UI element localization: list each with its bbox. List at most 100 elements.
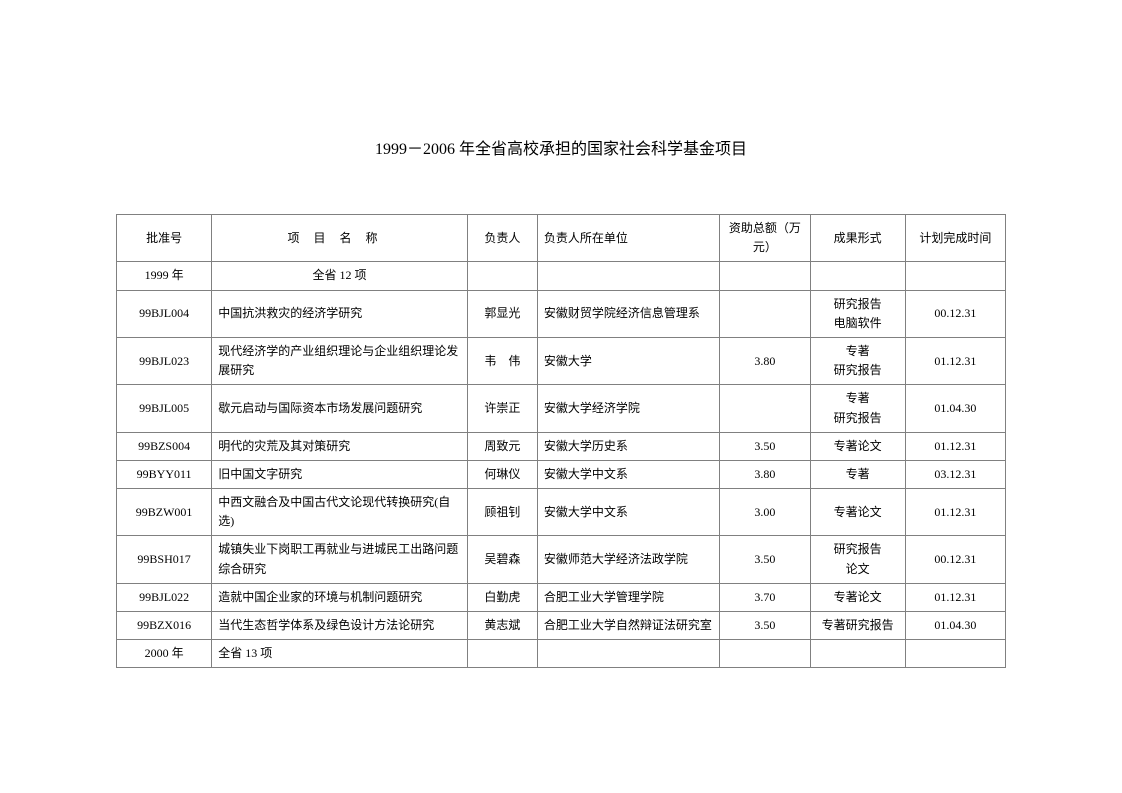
cell-leader: 黄志斌 xyxy=(467,612,537,640)
cell-project: 中西文融合及中国古代文论现代转换研究(自选) xyxy=(212,489,468,536)
table-row: 99BJL023现代经济学的产业组织理论与企业组织理论发展研究韦 伟安徽大学3.… xyxy=(117,337,1006,384)
cell-approval: 99BZW001 xyxy=(117,489,212,536)
cell-unit: 安徽大学 xyxy=(537,337,719,384)
table-row: 99BZW001中西文融合及中国古代文论现代转换研究(自选)顾祖钊安徽大学中文系… xyxy=(117,489,1006,536)
cell-project: 造就中国企业家的环境与机制问题研究 xyxy=(212,583,468,611)
page-title: 1999－2006 年全省高校承担的国家社会科学基金项目 xyxy=(0,135,1122,159)
cell-approval: 99BJL023 xyxy=(117,337,212,384)
cell-approval: 99BJL005 xyxy=(117,385,212,432)
cell-amount xyxy=(720,640,810,668)
cell-unit: 合肥工业大学自然辩证法研究室 xyxy=(537,612,719,640)
cell-project: 明代的灾荒及其对策研究 xyxy=(212,432,468,460)
table-row: 99BZS004明代的灾荒及其对策研究周致元安徽大学历史系3.50专著论文01.… xyxy=(117,432,1006,460)
cell-leader: 韦 伟 xyxy=(467,337,537,384)
cell-date: 00.12.31 xyxy=(905,536,1005,583)
cell-leader xyxy=(467,640,537,668)
cell-form: 专著论文 xyxy=(810,583,905,611)
cell-leader: 许崇正 xyxy=(467,385,537,432)
table-row: 99BSH017城镇失业下岗职工再就业与进城民工出路问题综合研究吴碧森安徽师范大… xyxy=(117,536,1006,583)
cell-amount: 3.00 xyxy=(720,489,810,536)
cell-project: 旧中国文字研究 xyxy=(212,460,468,488)
header-form: 成果形式 xyxy=(810,215,905,262)
table-row: 99BJL022造就中国企业家的环境与机制问题研究白勤虎合肥工业大学管理学院3.… xyxy=(117,583,1006,611)
header-unit: 负责人所在单位 xyxy=(537,215,719,262)
cell-date: 01.04.30 xyxy=(905,612,1005,640)
cell-project: 全省 12 项 xyxy=(212,262,468,290)
cell-form: 研究报告电脑软件 xyxy=(810,290,905,337)
table-container: 批准号 项目名称 负责人 负责人所在单位 资助总额（万元） 成果形式 计划完成时… xyxy=(0,214,1122,668)
header-date: 计划完成时间 xyxy=(905,215,1005,262)
cell-amount: 3.50 xyxy=(720,432,810,460)
cell-approval: 99BSH017 xyxy=(117,536,212,583)
table-row: 2000 年全省 13 项 xyxy=(117,640,1006,668)
cell-approval: 99BJL004 xyxy=(117,290,212,337)
cell-form: 研究报告论文 xyxy=(810,536,905,583)
cell-project: 全省 13 项 xyxy=(212,640,468,668)
table-header: 批准号 项目名称 负责人 负责人所在单位 资助总额（万元） 成果形式 计划完成时… xyxy=(117,215,1006,262)
table-body: 1999 年全省 12 项99BJL004中国抗洪救灾的经济学研究郭显光安徽财贸… xyxy=(117,262,1006,668)
cell-unit xyxy=(537,640,719,668)
cell-date: 01.04.30 xyxy=(905,385,1005,432)
page-container: 1999－2006 年全省高校承担的国家社会科学基金项目 批准号 项目名称 负责… xyxy=(0,0,1122,793)
cell-form: 专著研究报告 xyxy=(810,612,905,640)
cell-leader: 白勤虎 xyxy=(467,583,537,611)
cell-date: 00.12.31 xyxy=(905,290,1005,337)
cell-approval: 99BJL022 xyxy=(117,583,212,611)
header-project: 项目名称 xyxy=(212,215,468,262)
cell-unit: 安徽大学历史系 xyxy=(537,432,719,460)
cell-form xyxy=(810,640,905,668)
cell-amount xyxy=(720,262,810,290)
cell-unit: 安徽财贸学院经济信息管理系 xyxy=(537,290,719,337)
cell-date xyxy=(905,262,1005,290)
cell-amount: 3.80 xyxy=(720,460,810,488)
cell-leader: 顾祖钊 xyxy=(467,489,537,536)
cell-amount: 3.80 xyxy=(720,337,810,384)
cell-project: 歇元启动与国际资本市场发展问题研究 xyxy=(212,385,468,432)
cell-leader: 周致元 xyxy=(467,432,537,460)
cell-form xyxy=(810,262,905,290)
cell-unit xyxy=(537,262,719,290)
cell-project: 城镇失业下岗职工再就业与进城民工出路问题综合研究 xyxy=(212,536,468,583)
table-row: 99BYY011旧中国文字研究何琳仪安徽大学中文系3.80专著03.12.31 xyxy=(117,460,1006,488)
table-row: 99BZX016当代生态哲学体系及绿色设计方法论研究黄志斌合肥工业大学自然辩证法… xyxy=(117,612,1006,640)
projects-table: 批准号 项目名称 负责人 负责人所在单位 资助总额（万元） 成果形式 计划完成时… xyxy=(116,214,1006,668)
cell-unit: 安徽大学中文系 xyxy=(537,460,719,488)
cell-amount: 3.50 xyxy=(720,536,810,583)
cell-approval: 99BYY011 xyxy=(117,460,212,488)
cell-leader xyxy=(467,262,537,290)
cell-leader: 何琳仪 xyxy=(467,460,537,488)
cell-form: 专著 xyxy=(810,460,905,488)
header-leader: 负责人 xyxy=(467,215,537,262)
cell-approval: 99BZX016 xyxy=(117,612,212,640)
cell-form: 专著论文 xyxy=(810,489,905,536)
cell-amount: 3.70 xyxy=(720,583,810,611)
header-amount: 资助总额（万元） xyxy=(720,215,810,262)
cell-date: 03.12.31 xyxy=(905,460,1005,488)
cell-project: 当代生态哲学体系及绿色设计方法论研究 xyxy=(212,612,468,640)
cell-amount xyxy=(720,385,810,432)
cell-date: 01.12.31 xyxy=(905,432,1005,460)
cell-unit: 安徽大学经济学院 xyxy=(537,385,719,432)
cell-leader: 郭显光 xyxy=(467,290,537,337)
cell-amount: 3.50 xyxy=(720,612,810,640)
cell-unit: 安徽师范大学经济法政学院 xyxy=(537,536,719,583)
cell-date xyxy=(905,640,1005,668)
cell-form: 专著研究报告 xyxy=(810,385,905,432)
cell-date: 01.12.31 xyxy=(905,489,1005,536)
cell-amount xyxy=(720,290,810,337)
cell-approval: 99BZS004 xyxy=(117,432,212,460)
table-row: 1999 年全省 12 项 xyxy=(117,262,1006,290)
header-approval: 批准号 xyxy=(117,215,212,262)
table-row: 99BJL004中国抗洪救灾的经济学研究郭显光安徽财贸学院经济信息管理系 研究报告… xyxy=(117,290,1006,337)
cell-date: 01.12.31 xyxy=(905,583,1005,611)
header-row: 批准号 项目名称 负责人 负责人所在单位 资助总额（万元） 成果形式 计划完成时… xyxy=(117,215,1006,262)
table-row: 99BJL005歇元启动与国际资本市场发展问题研究许崇正安徽大学经济学院 专著研究… xyxy=(117,385,1006,432)
cell-unit: 合肥工业大学管理学院 xyxy=(537,583,719,611)
cell-approval: 2000 年 xyxy=(117,640,212,668)
cell-form: 专著论文 xyxy=(810,432,905,460)
cell-approval: 1999 年 xyxy=(117,262,212,290)
cell-date: 01.12.31 xyxy=(905,337,1005,384)
cell-project: 现代经济学的产业组织理论与企业组织理论发展研究 xyxy=(212,337,468,384)
cell-leader: 吴碧森 xyxy=(467,536,537,583)
cell-project: 中国抗洪救灾的经济学研究 xyxy=(212,290,468,337)
